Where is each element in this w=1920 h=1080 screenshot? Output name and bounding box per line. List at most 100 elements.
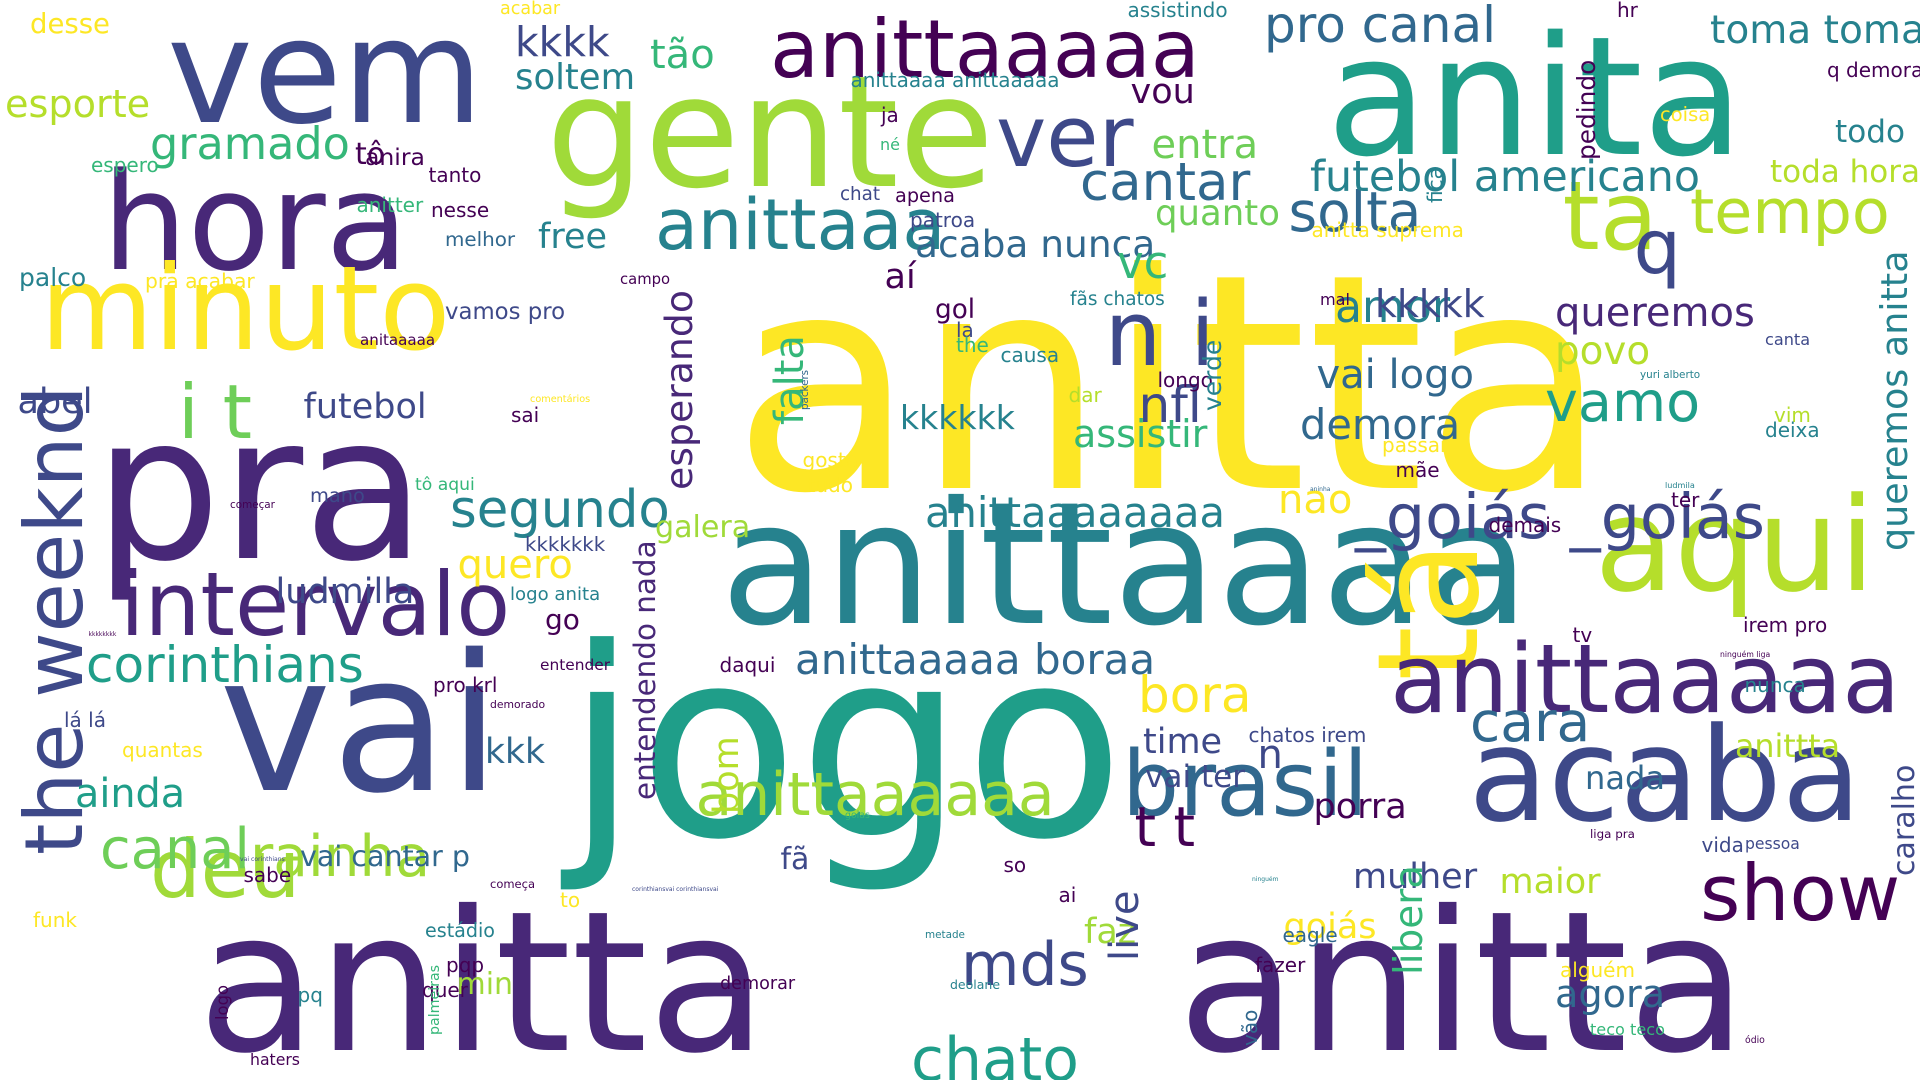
cloud-word: metade — [925, 929, 965, 941]
cloud-word: patroa — [910, 208, 976, 232]
cloud-word: quer — [422, 978, 468, 1002]
cloud-word: vai — [219, 614, 501, 835]
cloud-word: nada — [1585, 758, 1666, 797]
cloud-word: dar — [1068, 383, 1102, 407]
cloud-word: gente — [546, 42, 995, 223]
cloud-word: começa — [490, 877, 536, 891]
cloud-word: anitter — [356, 193, 424, 217]
cloud-word: passar — [1382, 433, 1449, 457]
cloud-word: ter — [1671, 488, 1700, 512]
cloud-word: longo — [1157, 368, 1213, 392]
cloud-word: irem pro — [1743, 613, 1828, 637]
cloud-word: anittaaaa — [720, 466, 1530, 664]
cloud-word: tô aqui — [415, 474, 475, 495]
cloud-word: logo — [212, 984, 232, 1020]
cloud-word: mulher — [1353, 857, 1478, 897]
cloud-word: aqui — [1594, 469, 1876, 621]
cloud-word: toma toma — [1710, 7, 1920, 53]
cloud-word: live — [1102, 889, 1148, 961]
cloud-word: pra acabar — [145, 268, 255, 293]
cloud-word: funk — [33, 908, 77, 932]
cloud-word: kkkkkk — [900, 398, 1015, 437]
cloud-word: goias — [845, 809, 870, 821]
cloud-word: mano — [310, 483, 365, 507]
cloud-word: nesse — [431, 198, 490, 222]
cloud-word: brasil — [1122, 732, 1369, 837]
cloud-word: anittaaaaaa — [695, 760, 1055, 830]
cloud-word: ver — [996, 88, 1134, 187]
cloud-word: intervalo — [120, 553, 511, 656]
cloud-word: vc — [1117, 236, 1169, 289]
cloud-word: tempo — [1690, 175, 1890, 248]
cloud-word: go — [545, 603, 580, 636]
cloud-word: anittaaaaaaaa — [925, 487, 1225, 537]
cloud-word: gol — [935, 295, 976, 325]
cloud-word: alguém — [1560, 958, 1635, 982]
cloud-word: quero — [457, 542, 573, 588]
cloud-word: vem — [167, 0, 484, 157]
cloud-word: toda hora — [1770, 154, 1920, 190]
cloud-word: anittaaa — [655, 184, 946, 266]
cloud-word: faz — [1084, 912, 1137, 952]
cloud-word: kkkkkkkk — [88, 631, 117, 638]
cloud-word: gramado — [150, 118, 350, 170]
cloud-word: vai logo — [1316, 352, 1474, 398]
cloud-word: anira — [365, 142, 425, 171]
cloud-word: demora — [1300, 400, 1461, 449]
cloud-word: the — [956, 333, 989, 357]
cloud-word: né — [880, 135, 900, 154]
cloud-word: caralho — [1887, 764, 1920, 876]
cloud-word: mãe — [1395, 458, 1440, 482]
cloud-word: esperando — [657, 290, 701, 490]
cloud-word: to — [560, 888, 581, 912]
cloud-word: esporte — [5, 83, 151, 127]
cloud-word: eagle — [1282, 923, 1338, 947]
cloud-word: so — [1003, 853, 1027, 877]
cloud-word: mds — [961, 930, 1089, 1000]
cloud-word: ludmila — [1665, 480, 1695, 490]
cloud-word: futebol americano — [1310, 152, 1700, 202]
cloud-word: fã — [780, 842, 810, 877]
cloud-word: melhor — [445, 228, 516, 251]
cloud-word: todo — [1835, 114, 1905, 150]
cloud-word: nunca — [1744, 673, 1806, 697]
cloud-word: demorado — [490, 697, 546, 711]
cloud-word: abel — [17, 382, 93, 422]
cloud-word: entender — [540, 655, 611, 674]
cloud-word: kkkkkkk — [525, 533, 606, 556]
cloud-word: tão — [650, 32, 715, 78]
cloud-word: anitaaaaa — [360, 330, 436, 349]
cloud-word: nao — [1278, 477, 1353, 523]
cloud-word: corinthians — [86, 636, 364, 694]
cloud-word: sai — [511, 403, 540, 427]
cloud-word: acaba — [1468, 699, 1862, 851]
cloud-word: i t — [178, 368, 253, 456]
cloud-word: kkkk — [515, 18, 610, 66]
cloud-word: ai — [1058, 883, 1077, 907]
cloud-word: deu — [150, 823, 301, 916]
cloud-word: campo — [620, 270, 671, 288]
cloud-word: q — [1633, 203, 1682, 291]
cloud-word: tudo — [807, 473, 853, 497]
cloud-word: rainha — [250, 824, 431, 890]
cloud-word: assistindo — [1127, 0, 1228, 22]
cloud-word: assistir — [1073, 412, 1208, 456]
cloud-word: demorar — [720, 974, 796, 994]
cloud-word: gosta — [802, 448, 858, 472]
cloud-word: palmeiras — [427, 964, 443, 1035]
cloud-word: anitta — [1177, 869, 1748, 1080]
cloud-word: logo anita — [510, 584, 601, 605]
cloud-word: n i — [1104, 282, 1216, 387]
cloud-word: acabar — [500, 0, 561, 19]
cloud-word: quanto — [1155, 193, 1280, 234]
cloud-word: futebol — [303, 387, 427, 427]
cloud-word: anittaaaaa boraa — [795, 635, 1156, 684]
cloud-word: mal — [1320, 290, 1351, 309]
cloud-word: corinthiansvai corinthiansvai — [632, 886, 719, 893]
cloud-word: canal — [100, 817, 250, 882]
cloud-word: goiás — [1283, 907, 1377, 947]
cloud-word: kkk — [485, 732, 545, 772]
cloud-word: aninha — [1310, 486, 1331, 493]
cloud-word: lá lá — [64, 708, 106, 732]
